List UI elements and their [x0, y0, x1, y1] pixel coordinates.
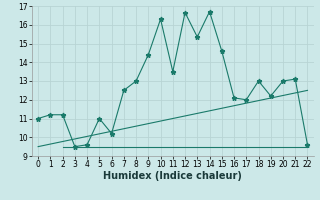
X-axis label: Humidex (Indice chaleur): Humidex (Indice chaleur) [103, 171, 242, 181]
